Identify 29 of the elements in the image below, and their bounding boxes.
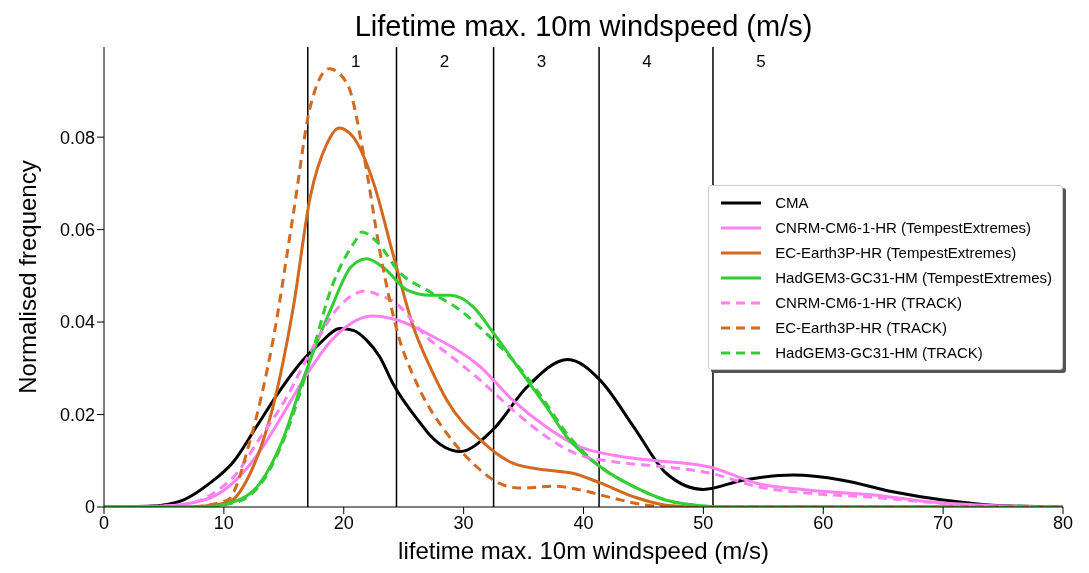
y-axis-title: Normalised frequency bbox=[14, 160, 42, 394]
x-tick-label: 0 bbox=[98, 512, 110, 533]
x-axis-title: lifetime max. 10m windspeed (m/s) bbox=[398, 537, 769, 564]
y-tick-label: 0.04 bbox=[59, 312, 95, 333]
annotation: 4 bbox=[642, 52, 652, 71]
annotation: 5 bbox=[756, 52, 766, 71]
annotation: 1 bbox=[351, 52, 361, 71]
legend-label: HadGEM3-GC31-HM (TRACK) bbox=[775, 344, 983, 361]
y-tick-label: 0.08 bbox=[59, 127, 95, 148]
x-tick-label: 10 bbox=[213, 512, 234, 533]
y-tick-label: 0.02 bbox=[59, 404, 95, 425]
chart-title: Lifetime max. 10m windspeed (m/s) bbox=[353, 9, 814, 44]
legend-label: CNRM-CM6-1-HR (TRACK) bbox=[775, 294, 962, 311]
y-tick-label: 0.06 bbox=[59, 220, 95, 240]
legend-label: EC-Earth3P-HR (TempestExtremes) bbox=[775, 244, 1017, 261]
x-tick-label: 40 bbox=[573, 512, 594, 533]
x-tick-label: 70 bbox=[933, 512, 954, 533]
y-tick-label: 0 bbox=[84, 497, 95, 518]
x-tick-label: 20 bbox=[333, 512, 354, 533]
annotation: 3 bbox=[536, 52, 547, 71]
legend-label: EC-Earth3P-HR (TRACK) bbox=[775, 319, 947, 336]
legend-label: HadGEM3-GC31-HM (TempestExtremes) bbox=[775, 269, 1052, 286]
x-tick-label: 50 bbox=[693, 512, 714, 533]
x-tick-label: 60 bbox=[813, 512, 834, 533]
annotation: 2 bbox=[439, 52, 450, 71]
legend-label: CNRM-CM6-1-HR (TempestExtremes) bbox=[775, 219, 1032, 236]
x-tick-label: 30 bbox=[453, 512, 474, 533]
legend-label: CMA bbox=[775, 194, 809, 211]
x-tick-label: 80 bbox=[1052, 512, 1074, 533]
